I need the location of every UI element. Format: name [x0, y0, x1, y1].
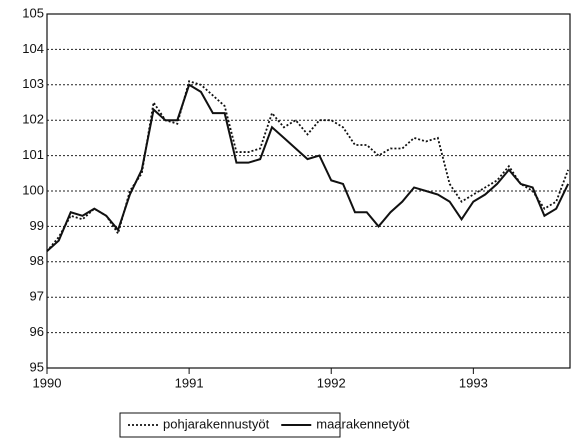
series-line — [46, 80, 569, 252]
x-tick-label: 1990 — [33, 375, 62, 390]
plot-frame — [46, 13, 571, 369]
y-tick-label: 98 — [30, 253, 44, 268]
y-tick-label: 100 — [22, 182, 44, 197]
y-tick-label: 105 — [22, 5, 44, 20]
legend-label: maarakennetyöt — [316, 416, 410, 431]
y-tick-label: 101 — [22, 147, 44, 162]
y-tick-label: 102 — [22, 112, 44, 127]
series-line — [46, 83, 570, 252]
y-tick-label: 95 — [30, 359, 44, 374]
y-tick-label: 103 — [22, 76, 44, 91]
y-tick-label: 96 — [30, 324, 44, 339]
legend-label: pohjarakennustyöt — [163, 416, 270, 431]
x-tick-label: 1992 — [317, 375, 346, 390]
y-tick-label: 99 — [30, 218, 44, 233]
y-tick-label: 97 — [30, 289, 44, 304]
x-tick-label: 1991 — [175, 375, 204, 390]
x-tick-label: 1993 — [459, 375, 488, 390]
y-tick-label: 104 — [22, 41, 44, 56]
